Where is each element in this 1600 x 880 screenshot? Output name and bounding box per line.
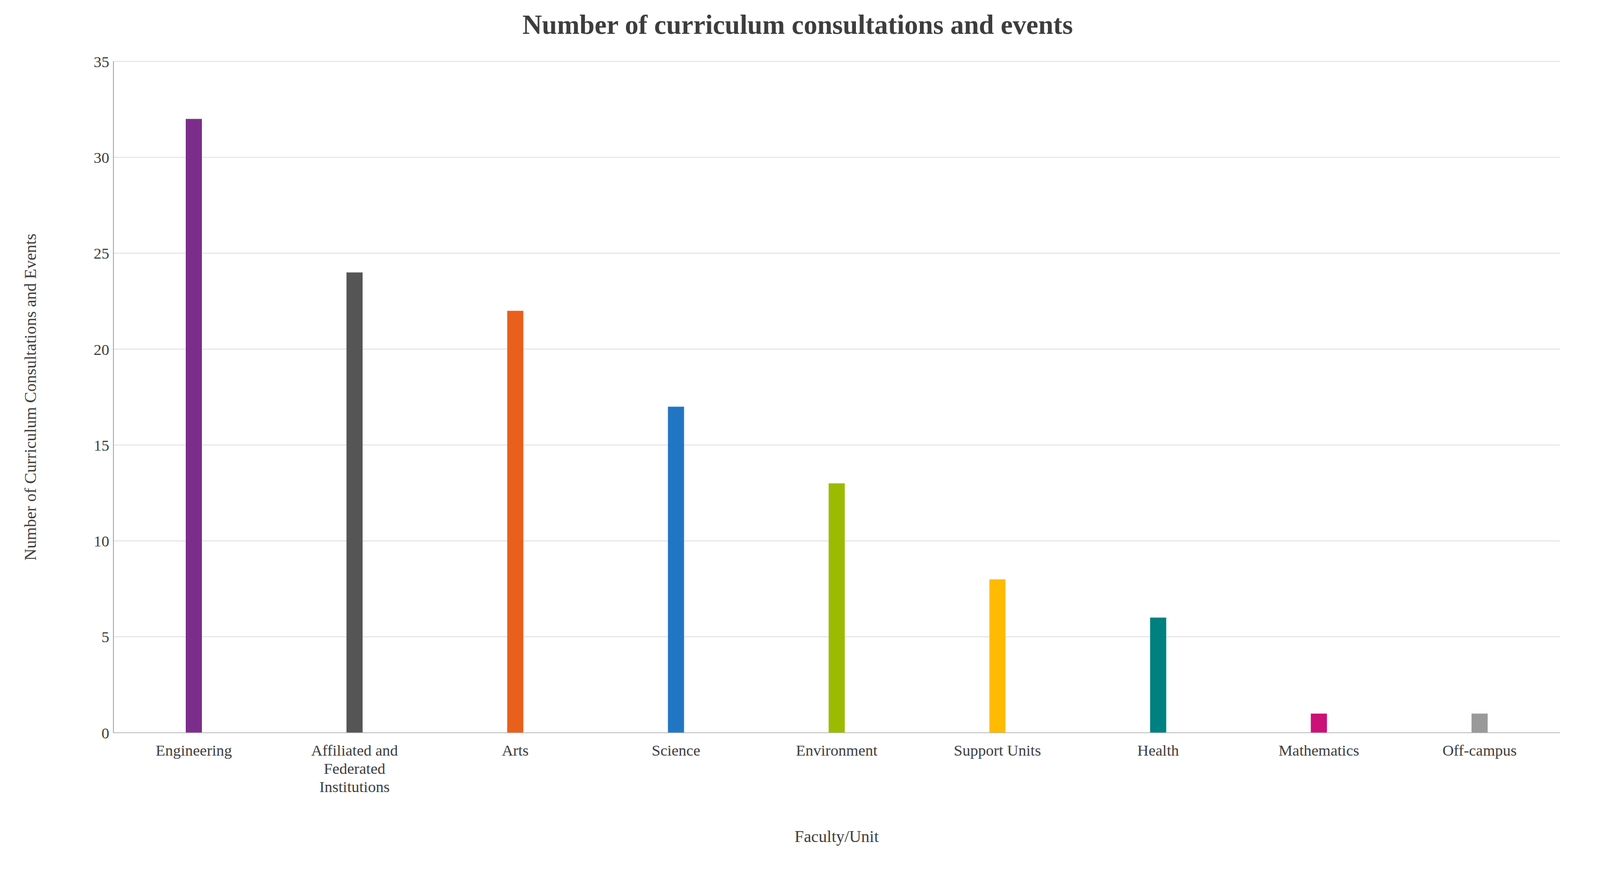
- svg-text:Off-campus: Off-campus: [1442, 741, 1517, 759]
- svg-text:10: 10: [93, 532, 110, 550]
- svg-text:Support Units: Support Units: [953, 741, 1042, 759]
- svg-text:Engineering: Engineering: [155, 741, 233, 759]
- svg-text:30: 30: [93, 148, 110, 166]
- svg-text:5: 5: [101, 628, 110, 646]
- svg-text:20: 20: [93, 340, 110, 358]
- svg-text:Faculty/Unit: Faculty/Unit: [794, 826, 879, 846]
- svg-text:Science: Science: [651, 741, 700, 759]
- svg-text:Health: Health: [1137, 741, 1180, 759]
- svg-text:Number of Curriculum Consultat: Number of Curriculum Consultations and E…: [20, 233, 40, 561]
- svg-text:Environment: Environment: [796, 741, 878, 759]
- html-text:Number of curriculum consultat: Number of curriculum consultations and e…: [522, 9, 1073, 40]
- svg-text:25: 25: [93, 244, 110, 262]
- svg-text:35: 35: [93, 53, 110, 71]
- svg-text:0: 0: [101, 724, 110, 742]
- svg-text:15: 15: [93, 436, 110, 454]
- svg-text:Mathematics: Mathematics: [1278, 741, 1360, 759]
- svg-text:Arts: Arts: [501, 741, 529, 759]
- svg-text:Affiliated andFederatedInstitu: Affiliated andFederatedInstitutions: [311, 741, 399, 796]
